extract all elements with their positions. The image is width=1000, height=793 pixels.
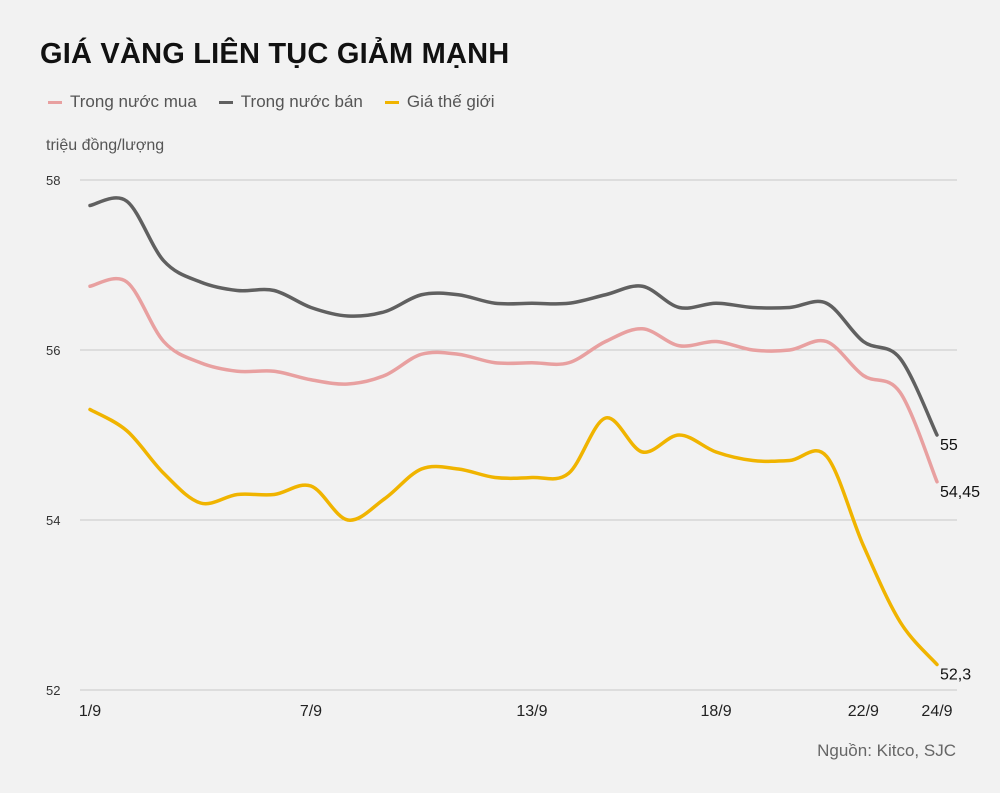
series-buy-line xyxy=(88,276,939,484)
x-tick-label: 18/9 xyxy=(700,703,731,720)
series-world-end-label: 52,3 xyxy=(940,667,971,684)
legend: Trong nước mua Trong nước bán Giá thế gi… xyxy=(48,92,495,112)
legend-swatch-sell xyxy=(218,100,233,104)
y-tick-label: 56 xyxy=(46,343,60,358)
x-tick-label: 22/9 xyxy=(848,703,879,720)
legend-swatch-buy xyxy=(48,100,62,104)
x-tick-label: 7/9 xyxy=(300,703,322,720)
legend-label-buy: Trong nước mua xyxy=(70,92,197,111)
y-axis-unit: triệu đồng/lượng xyxy=(46,137,165,154)
series-sell-line xyxy=(88,196,939,437)
series-buy-end-label: 54,45 xyxy=(940,484,980,501)
legend-swatch-world xyxy=(384,100,399,104)
chart-title: GIÁ VÀNG LIÊN TỤC GIẢM MẠNH xyxy=(40,38,510,70)
legend-label-world: Giá thế giới xyxy=(406,92,495,111)
legend-item-buy: Trong nước mua xyxy=(48,92,197,112)
series-world-line xyxy=(88,407,939,667)
y-tick-label: 54 xyxy=(46,513,60,528)
x-tick-label: 24/9 xyxy=(921,703,952,720)
x-tick-label: 13/9 xyxy=(516,703,547,720)
legend-label-sell: Trong nước bán xyxy=(240,92,363,111)
legend-item-sell: Trong nước bán xyxy=(218,92,363,112)
y-tick-label: 58 xyxy=(46,173,60,188)
x-tick-label: 1/9 xyxy=(79,703,101,720)
legend-item-world: Giá thế giới xyxy=(384,92,495,112)
source-note: Nguồn: Kitco, SJC xyxy=(817,741,956,760)
series-sell-end-label: 55 xyxy=(940,437,958,454)
y-tick-label: 52 xyxy=(46,683,60,698)
